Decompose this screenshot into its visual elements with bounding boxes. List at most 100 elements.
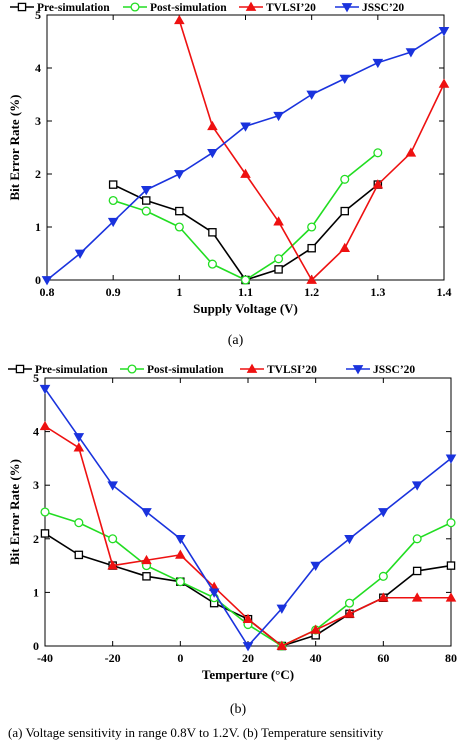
data-point [141, 206, 151, 216]
data-point [274, 265, 283, 274]
legend-marker [245, 1, 257, 11]
y-tick-label: 5 [33, 371, 39, 385]
data-point [175, 577, 185, 587]
data-point [344, 598, 355, 608]
data-point [306, 90, 317, 100]
x-tick-label: 0 [177, 651, 183, 665]
legend-item: TVLSI’20 [239, 1, 316, 14]
data-point [372, 179, 384, 189]
data-point [41, 276, 53, 286]
data-point [378, 592, 389, 602]
plot-frame [46, 14, 445, 281]
legend-marker [246, 363, 258, 373]
series-2 [40, 507, 456, 651]
data-point [276, 604, 288, 614]
data-point [372, 58, 384, 69]
x-axis-label: Temperture (°C) [202, 667, 294, 682]
data-point [73, 442, 85, 452]
x-tick-label: -20 [105, 651, 121, 665]
legend-marker [130, 2, 140, 12]
x-tick-label: 60 [377, 651, 389, 665]
data-point [73, 433, 85, 443]
legend-item: TVLSI’20 [240, 363, 317, 376]
data-point [344, 534, 355, 545]
x-axis-label: Supply Voltage (V) [193, 301, 298, 316]
legend-label: Pre-simulation [37, 2, 110, 14]
data-point [108, 195, 118, 206]
legend-marker [17, 2, 27, 12]
data-point [141, 196, 151, 205]
data-point [242, 613, 254, 624]
data-point [40, 507, 50, 517]
data-point [107, 481, 118, 491]
y-tick-label: 1 [33, 585, 39, 599]
legend-label: Post-simulation [150, 2, 227, 14]
legend-marker [352, 365, 364, 375]
legend-item: Post-simulation [120, 364, 224, 376]
y-axis-label: Bit Error Rate (%) [7, 459, 22, 565]
legend: Pre-simulation Post-simulation TVLSI’20 JSS… [8, 363, 415, 376]
series-line [46, 30, 445, 281]
data-point [140, 186, 152, 196]
chart-temperature: -40 -20 0 20 40 60 80 0 1 2 3 4 5 Temperture (°C) Bit … [7, 363, 457, 717]
legend-item: Pre-simulation [8, 364, 108, 376]
data-point [307, 243, 316, 253]
data-point [74, 518, 84, 528]
y-tick-label: 2 [33, 532, 39, 546]
data-point [307, 222, 317, 232]
x-tick-label: 1 [176, 285, 182, 299]
series-4 [39, 384, 457, 652]
data-point [108, 180, 118, 189]
data-point [339, 74, 351, 85]
data-point [274, 254, 284, 264]
series-line [44, 532, 452, 647]
data-point [207, 259, 217, 269]
y-tick-label: 4 [35, 61, 41, 75]
series-1 [108, 180, 383, 285]
series-3 [39, 420, 457, 650]
legend-label: TVLSI’20 [267, 364, 317, 376]
x-tick-label: -40 [37, 651, 53, 665]
x-tick-label: 40 [310, 651, 322, 665]
data-point [142, 572, 151, 581]
data-point [207, 120, 218, 131]
data-point [310, 624, 321, 634]
data-point [438, 78, 450, 88]
data-point [405, 48, 417, 58]
data-point [340, 206, 349, 216]
y-tick-label: 5 [35, 8, 41, 22]
chart-voltage: 0.8 0.9 1 1.1 1.2 1.3 1.4 0 1 2 3 4 5 Supply Voltage … [7, 1, 452, 348]
legend-item: Post-simulation [123, 2, 227, 14]
data-point [240, 168, 251, 178]
data-point [174, 14, 185, 25]
data-point [412, 566, 422, 576]
x-tick-label: 1.2 [304, 285, 319, 299]
data-point [276, 640, 288, 650]
data-point [405, 147, 417, 157]
data-point [208, 588, 220, 598]
x-tick-label: 1.1 [238, 285, 253, 299]
data-point [240, 122, 251, 132]
data-point [340, 174, 350, 184]
data-point [273, 111, 284, 122]
y-tick-label: 3 [35, 114, 41, 128]
legend-marker [127, 364, 137, 374]
legend-marker [341, 3, 353, 13]
data-point [174, 222, 184, 232]
panel-label: (a) [228, 333, 244, 348]
series-line [44, 388, 452, 647]
data-point [108, 534, 118, 544]
data-point [39, 420, 51, 431]
data-point [74, 249, 86, 259]
data-point [445, 454, 457, 464]
y-tick-label: 2 [35, 167, 41, 181]
legend-label: JSSC’20 [373, 364, 415, 376]
data-point [174, 170, 185, 180]
plot-frame [44, 377, 452, 647]
data-point [175, 534, 186, 545]
data-point [411, 592, 423, 602]
data-point [175, 206, 184, 216]
data-point [141, 508, 152, 518]
data-point [175, 549, 186, 559]
